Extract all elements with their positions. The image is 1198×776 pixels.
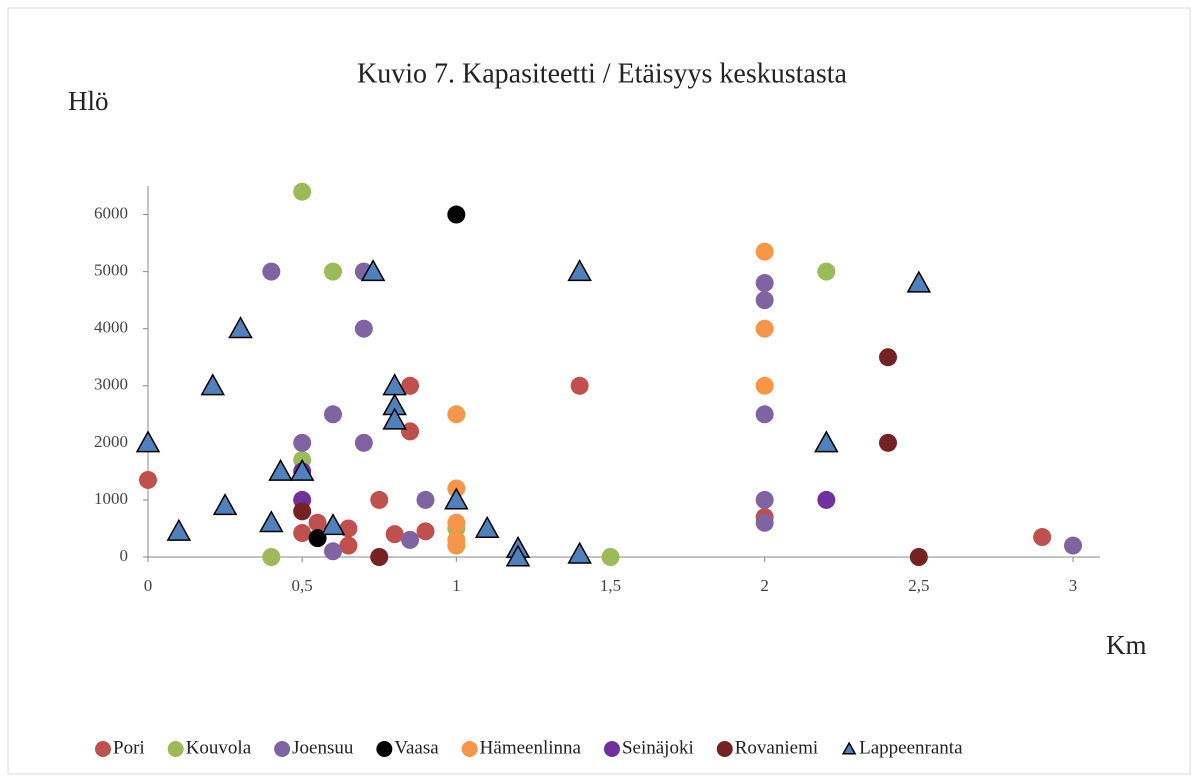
x-tick-label: 0 — [144, 576, 153, 595]
y-tick-label: 3000 — [94, 375, 128, 394]
data-point — [262, 262, 281, 281]
x-tick-label: 1 — [452, 576, 461, 595]
data-point — [289, 458, 315, 481]
data-point — [324, 542, 342, 561]
data-point — [879, 433, 897, 452]
data-point — [320, 513, 346, 536]
data-point — [401, 530, 420, 549]
data-point — [879, 348, 897, 367]
y-tick-label: 0 — [120, 546, 129, 565]
x-tick-label: 1,5 — [600, 576, 621, 595]
legend-label: Joensuu — [292, 737, 354, 758]
data-point — [755, 319, 774, 338]
data-point — [601, 548, 620, 566]
data-point — [567, 541, 592, 564]
legend-marker — [841, 741, 857, 755]
x-tick-label: 2,5 — [908, 576, 929, 595]
data-point — [212, 493, 238, 516]
data-point — [166, 518, 192, 541]
data-point — [447, 513, 466, 532]
data-point — [135, 430, 161, 453]
data-point — [505, 544, 531, 567]
x-tick-label: 0,5 — [292, 576, 313, 595]
data-point — [1064, 536, 1082, 555]
data-point — [814, 430, 839, 453]
data-point — [447, 205, 466, 224]
x-axis-label: Km — [1106, 630, 1147, 660]
data-point — [382, 407, 407, 430]
data-point — [259, 510, 284, 533]
data-point — [416, 522, 435, 541]
data-point — [293, 433, 312, 452]
data-point — [755, 376, 774, 395]
data-point — [354, 319, 373, 338]
data-point — [200, 373, 226, 396]
data-point — [817, 262, 836, 281]
data-point — [324, 405, 342, 424]
data-point — [755, 513, 774, 532]
data-point — [474, 515, 500, 539]
legend-label: Kouvola — [186, 737, 252, 758]
chart-title: Kuvio 7. Kapasiteetti / Etäisyys keskust… — [357, 58, 847, 89]
data-point — [755, 490, 774, 509]
data-point — [268, 458, 293, 481]
chart-frame — [7, 7, 1191, 775]
legend-marker — [716, 741, 733, 757]
data-point — [755, 242, 774, 261]
legend-marker — [167, 741, 184, 757]
legend-label: Seinäjoki — [622, 737, 694, 758]
data-point — [360, 259, 386, 282]
x-tick-label: 2 — [760, 576, 769, 595]
y-axis-label: Hlö — [68, 86, 109, 116]
data-point — [447, 536, 466, 555]
data-point — [570, 376, 589, 395]
data-point — [228, 316, 253, 339]
data-point — [308, 513, 327, 532]
y-tick-label: 6000 — [94, 203, 128, 222]
data-point — [416, 490, 435, 509]
data-point — [909, 548, 928, 566]
data-point — [817, 490, 836, 509]
legend-label: Vaasa — [394, 737, 439, 758]
legend-label: Lappeenranta — [859, 737, 963, 758]
data-point — [385, 525, 404, 544]
data-point — [755, 274, 774, 293]
legend-marker — [376, 741, 393, 757]
legend-marker — [95, 741, 111, 757]
data-point — [370, 548, 389, 566]
data-point — [293, 524, 312, 543]
data-point — [755, 291, 774, 310]
data-point — [401, 422, 420, 441]
legend-marker — [603, 741, 620, 757]
data-point — [354, 433, 373, 452]
data-point — [293, 502, 312, 521]
legend-label: Pori — [113, 737, 145, 758]
data-point — [262, 548, 281, 566]
legend-label: Hämeenlinna — [480, 737, 582, 758]
y-tick-label: 5000 — [94, 261, 128, 280]
data-point — [293, 182, 312, 201]
y-tick-label: 2000 — [94, 432, 128, 451]
data-point — [444, 487, 469, 510]
legend-marker — [461, 741, 478, 757]
data-point — [755, 405, 774, 424]
data-point — [339, 536, 358, 555]
data-point — [324, 262, 342, 281]
legend-marker — [274, 741, 291, 757]
data-point — [567, 259, 592, 282]
data-point — [447, 405, 466, 424]
y-tick-label: 1000 — [94, 489, 128, 508]
data-point — [370, 490, 389, 509]
legend-label: Rovaniemi — [735, 737, 818, 758]
data-point — [906, 270, 932, 293]
x-tick-label: 3 — [1069, 576, 1078, 595]
y-tick-label: 4000 — [94, 318, 128, 337]
data-point — [139, 470, 157, 489]
data-point — [1033, 528, 1052, 547]
data-point — [401, 376, 420, 395]
